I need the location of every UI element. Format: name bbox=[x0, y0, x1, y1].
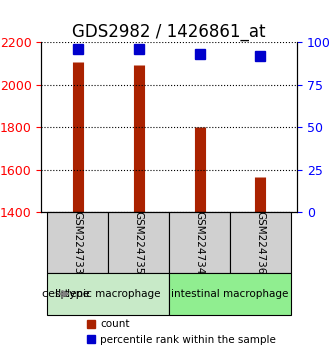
FancyBboxPatch shape bbox=[47, 273, 169, 315]
FancyBboxPatch shape bbox=[230, 212, 291, 273]
Text: GSM224734: GSM224734 bbox=[195, 211, 205, 274]
Text: GSM224736: GSM224736 bbox=[255, 211, 265, 274]
FancyBboxPatch shape bbox=[47, 212, 108, 273]
Text: GSM224735: GSM224735 bbox=[134, 211, 144, 274]
FancyBboxPatch shape bbox=[169, 212, 230, 273]
Text: splenic macrophage: splenic macrophage bbox=[55, 289, 161, 299]
Title: GDS2982 / 1426861_at: GDS2982 / 1426861_at bbox=[72, 23, 266, 41]
Text: cell type: cell type bbox=[43, 289, 90, 299]
Legend: count, percentile rank within the sample: count, percentile rank within the sample bbox=[82, 315, 280, 349]
FancyBboxPatch shape bbox=[108, 212, 169, 273]
Text: GSM224733: GSM224733 bbox=[73, 211, 83, 274]
Text: intestinal macrophage: intestinal macrophage bbox=[171, 289, 289, 299]
FancyBboxPatch shape bbox=[169, 273, 291, 315]
